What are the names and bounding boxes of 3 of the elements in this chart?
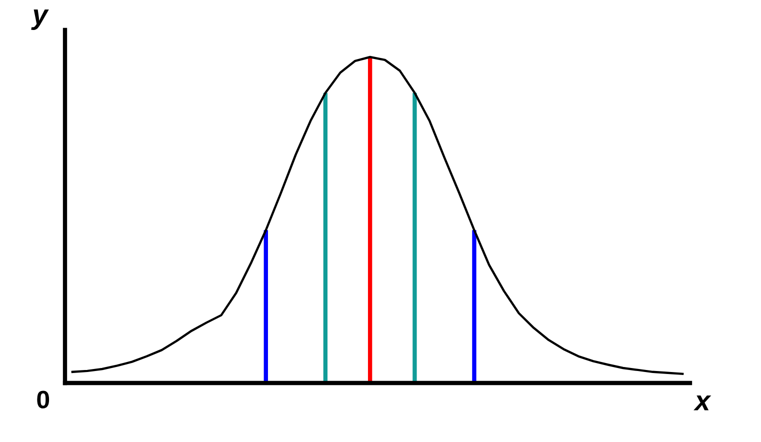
- text: 0: [37, 390, 50, 408]
- y-axis-title: y: [31, 10, 49, 30]
- x-axis-title: x: [694, 396, 712, 410]
